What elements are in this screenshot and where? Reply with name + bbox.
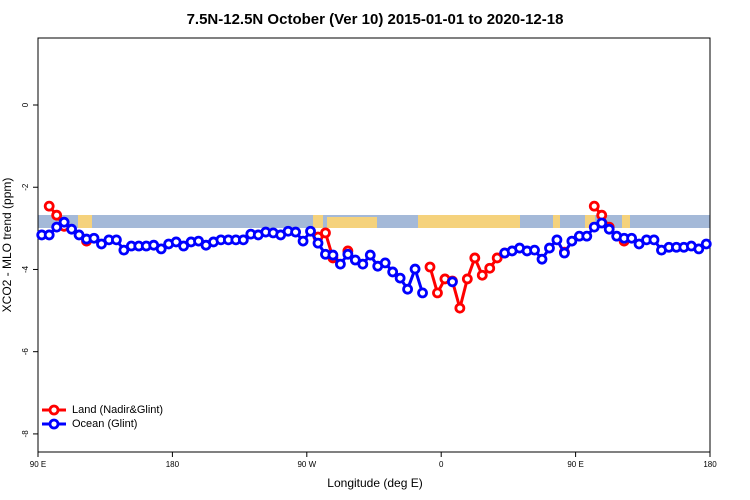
land-patch xyxy=(313,215,323,228)
data-point xyxy=(88,232,100,244)
data-point xyxy=(320,227,331,239)
x-tick-label: 0 xyxy=(439,460,444,469)
data-point xyxy=(432,287,443,299)
x-axis-label: Longitude (deg E) xyxy=(327,476,422,490)
data-point xyxy=(596,217,608,229)
y-tick-label: -8 xyxy=(21,430,30,438)
data-point xyxy=(357,258,369,270)
x-tick-label: 180 xyxy=(166,460,180,469)
x-tick-label: 90 W xyxy=(297,460,316,469)
data-point xyxy=(648,234,660,246)
data-point xyxy=(551,234,563,246)
data-point xyxy=(111,234,122,246)
data-point xyxy=(334,258,346,270)
land-patch xyxy=(585,215,595,228)
land-patch xyxy=(78,215,92,228)
data-point xyxy=(327,249,339,261)
data-point xyxy=(51,221,63,233)
y-tick-label: -2 xyxy=(21,183,30,191)
data-point xyxy=(305,225,316,237)
data-point xyxy=(700,238,712,250)
data-point xyxy=(446,276,458,288)
y-tick-label: 0 xyxy=(21,102,30,107)
data-point xyxy=(559,247,570,259)
data-point xyxy=(312,237,324,249)
data-point xyxy=(417,287,428,299)
land-patch xyxy=(327,217,377,228)
data-point xyxy=(603,223,615,235)
data-point xyxy=(454,302,466,314)
land-ocean-strip xyxy=(38,215,710,228)
data-point xyxy=(402,283,414,295)
data-point xyxy=(476,269,488,281)
data-point xyxy=(588,200,600,212)
data-point xyxy=(342,248,354,260)
chart-title: 7.5N-12.5N October (Ver 10) 2015-01-01 t… xyxy=(187,11,564,28)
data-point xyxy=(409,263,421,275)
data-point xyxy=(484,262,496,274)
data-point xyxy=(424,261,436,273)
legend-label: Ocean (Glint) xyxy=(72,418,137,430)
legend-marker xyxy=(48,404,60,416)
data-point xyxy=(469,252,481,264)
data-point xyxy=(155,243,167,255)
land-patch xyxy=(418,215,520,228)
data-point xyxy=(387,266,399,278)
data-point xyxy=(491,252,503,264)
data-point xyxy=(43,200,55,212)
data-point xyxy=(529,244,540,256)
data-point xyxy=(544,242,555,254)
data-point xyxy=(581,230,593,242)
data-point xyxy=(66,223,77,235)
data-point xyxy=(51,209,63,221)
data-point xyxy=(290,226,302,238)
data-point xyxy=(364,249,376,261)
legend-label: Land (Nadir&Glint) xyxy=(72,404,163,416)
x-tick-label: 180 xyxy=(703,460,717,469)
data-point xyxy=(693,243,705,255)
x-tick-label: 90 E xyxy=(567,460,583,469)
data-point xyxy=(237,234,249,246)
data-point xyxy=(626,232,637,244)
land-patch xyxy=(622,215,630,228)
data-point xyxy=(461,273,473,285)
series xyxy=(36,216,712,299)
land-patch xyxy=(553,215,560,228)
data-point xyxy=(43,229,55,241)
data-point xyxy=(58,216,70,228)
data-point xyxy=(394,272,406,284)
data-point xyxy=(566,235,578,247)
series-line xyxy=(41,220,424,294)
data-point xyxy=(536,253,548,265)
x-tick-label: 90 E xyxy=(30,460,46,469)
data-point xyxy=(297,235,309,247)
y-tick-label: -4 xyxy=(21,265,30,273)
data-point xyxy=(379,257,391,269)
legend-marker xyxy=(48,418,60,430)
y-tick-label: -6 xyxy=(21,348,30,356)
y-axis-label: XCO2 - MLO trend (ppm) xyxy=(0,178,14,313)
